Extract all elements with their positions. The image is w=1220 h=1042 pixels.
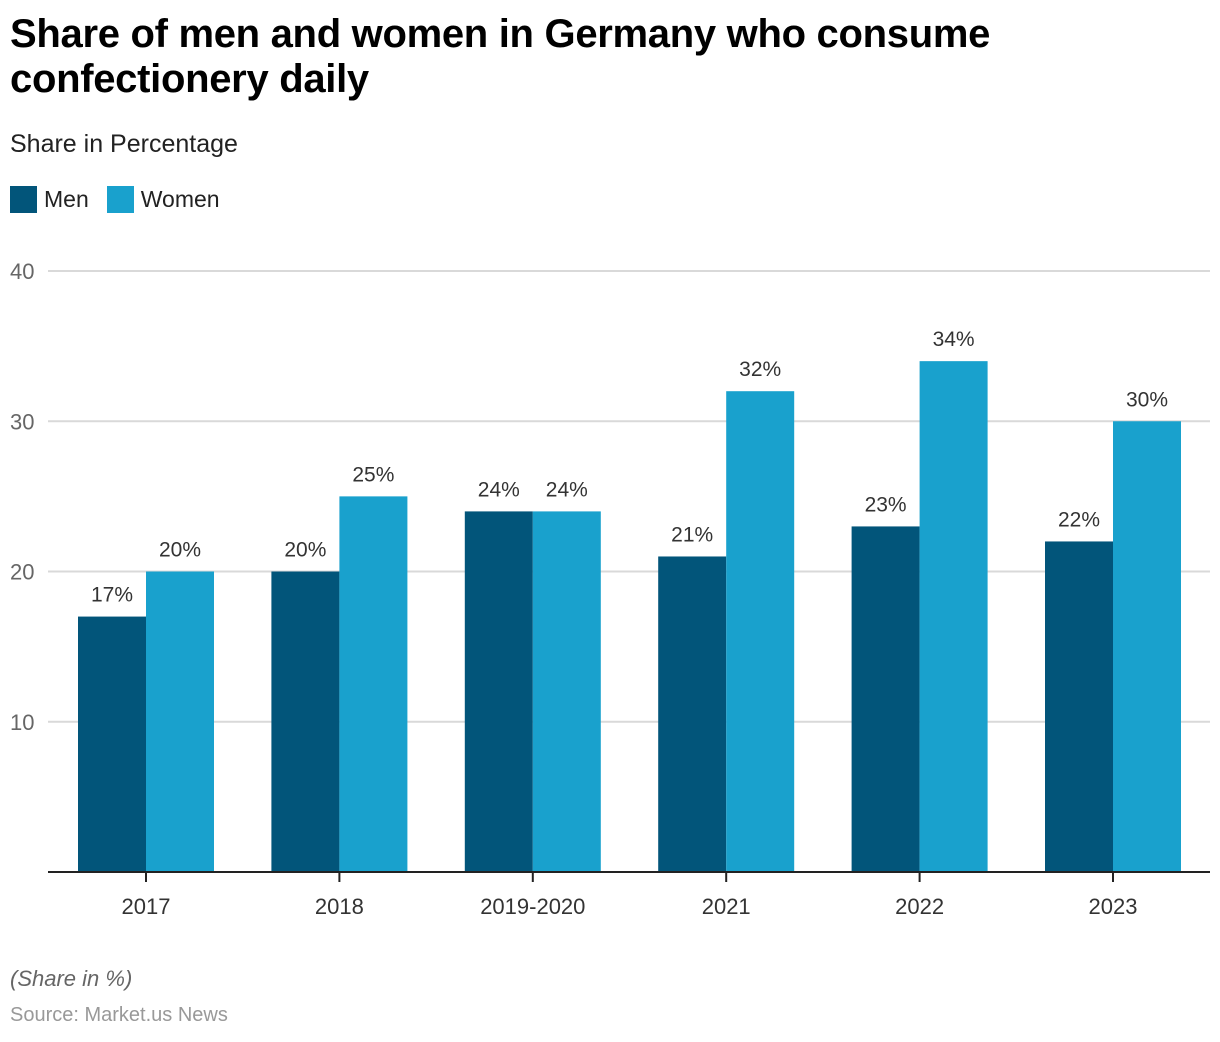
data-label-women-2019-2020: 24%: [546, 478, 588, 501]
y-tick-label-40: 40: [10, 259, 34, 284]
x-tick-label-2017: 2017: [122, 894, 171, 919]
data-label-men-2022: 23%: [865, 493, 907, 516]
x-tick-label-2019-2020: 2019-2020: [480, 894, 585, 919]
data-label-men-2019-2020: 24%: [478, 478, 520, 501]
bar-women-2021[interactable]: [726, 391, 795, 872]
y-tick-label-20: 20: [10, 560, 34, 585]
bar-men-2018[interactable]: [271, 571, 340, 873]
bar-women-2023[interactable]: [1113, 421, 1181, 872]
data-label-men-2017: 17%: [91, 584, 133, 607]
bar-men-2023[interactable]: [1045, 541, 1113, 872]
gridlines: 10 20 30 40: [10, 259, 1210, 735]
bars: [78, 361, 1181, 872]
x-tick-label-2022: 2022: [895, 894, 944, 919]
data-label-women-2018: 25%: [352, 463, 394, 486]
bar-women-2019-2020[interactable]: [532, 511, 601, 872]
bar-women-2018[interactable]: [339, 496, 408, 872]
data-label-women-2017: 20%: [159, 539, 201, 562]
y-tick-label-30: 30: [10, 409, 34, 434]
legend-item-men[interactable]: Men: [10, 186, 89, 213]
chart-title: Share of men and women in Germany who co…: [10, 12, 991, 101]
legend-swatch-men: [10, 186, 37, 213]
legend-swatch-women: [106, 186, 134, 213]
bar-men-2021[interactable]: [658, 556, 727, 872]
data-label-men-2021: 21%: [671, 523, 713, 546]
data-label-men-2023: 22%: [1058, 508, 1100, 531]
legend-item-women[interactable]: Women: [106, 186, 220, 213]
chart-subtitle: Share in Percentage: [10, 130, 238, 158]
x-tick-label-2021: 2021: [702, 894, 751, 919]
data-label-women-2021: 32%: [739, 358, 781, 381]
chart-note: (Share in %): [10, 966, 133, 991]
bar-women-2017[interactable]: [146, 571, 214, 873]
legend-label-men: Men: [44, 186, 89, 212]
legend-label-women: Women: [140, 186, 220, 212]
legend: Men Women: [10, 186, 238, 213]
y-tick-label-10: 10: [10, 710, 34, 735]
x-axis: 2017 2018 2019-2020 2021 2022 2023: [48, 871, 1210, 919]
bar-women-2022[interactable]: [919, 361, 988, 872]
chart-source: Source: Market.us News: [10, 1004, 228, 1026]
bar-men-2017[interactable]: [78, 616, 146, 872]
data-labels: 17% 20% 20% 25% 24% 24% 21% 32% 23% 34% 22% 30%: [91, 328, 1168, 606]
x-tick-label-2018: 2018: [315, 894, 364, 919]
data-label-men-2018: 20%: [284, 539, 326, 562]
data-label-women-2023: 30%: [1126, 388, 1168, 411]
data-label-women-2022: 34%: [933, 328, 975, 351]
bar-men-2019-2020[interactable]: [464, 511, 533, 872]
x-tick-label-2023: 2023: [1089, 894, 1138, 919]
bar-men-2022[interactable]: [851, 526, 920, 872]
